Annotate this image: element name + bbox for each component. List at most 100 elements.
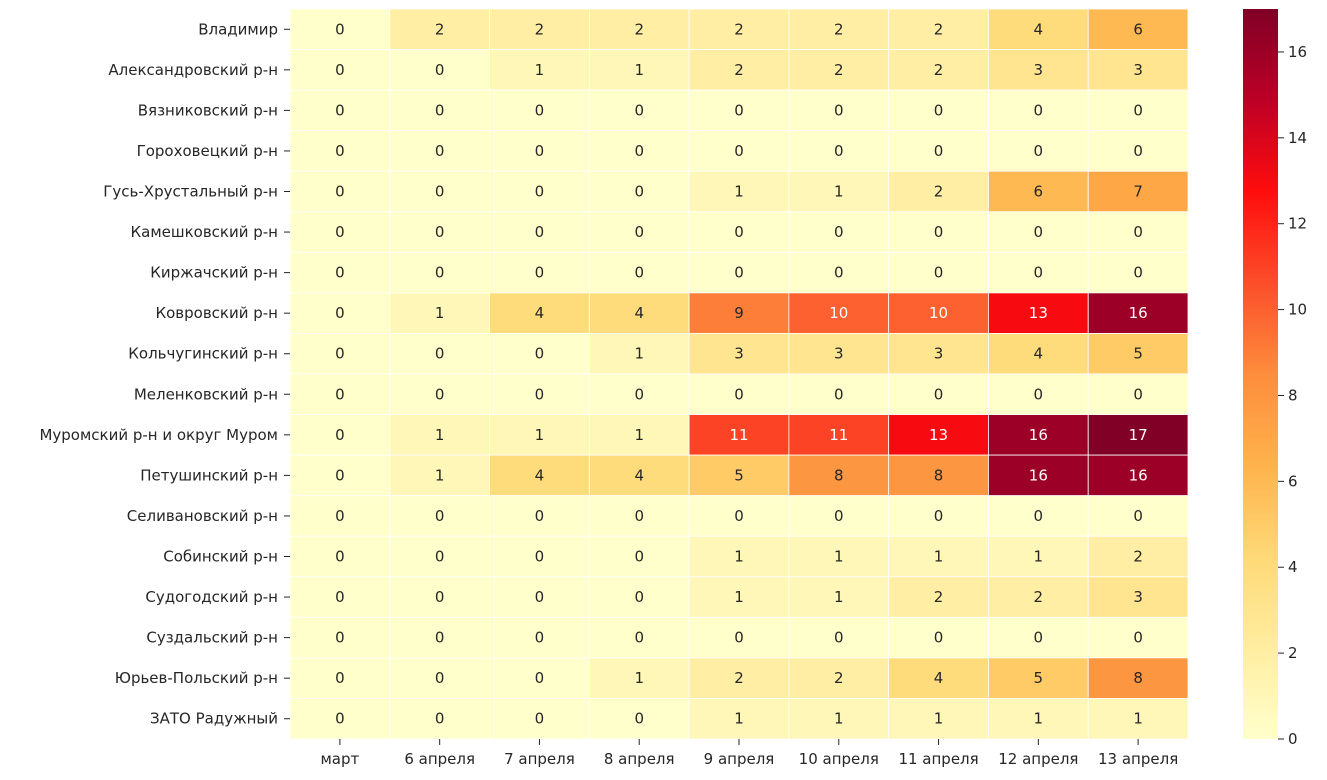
cell-value-label: 0 bbox=[1034, 223, 1044, 241]
colorbar-tick-label: 4 bbox=[1288, 558, 1298, 576]
heatmap-cell bbox=[389, 373, 490, 415]
row-label: Петушинский р-н bbox=[140, 466, 278, 484]
cell-value-label: 2 bbox=[934, 20, 944, 38]
heatmap-cell bbox=[588, 698, 690, 740]
column-label: 11 апреля bbox=[898, 750, 978, 768]
cell-value-label: 0 bbox=[1133, 507, 1143, 525]
cell-value-label: 8 bbox=[934, 466, 944, 484]
row-label: Муромский р-н и округ Муром bbox=[39, 426, 278, 444]
heatmap-cell bbox=[289, 49, 391, 91]
cell-value-label: 0 bbox=[435, 223, 445, 241]
heatmap-cell bbox=[389, 8, 490, 50]
heatmap-cell bbox=[389, 251, 490, 294]
cell-value-label: 4 bbox=[1034, 345, 1044, 363]
row-label: Суздальский р-н bbox=[146, 629, 278, 647]
heatmap-cell bbox=[1087, 454, 1189, 497]
cell-value-label: 0 bbox=[834, 385, 844, 403]
heatmap-cell bbox=[1087, 414, 1189, 456]
heatmap-cell bbox=[588, 576, 690, 618]
cell-value-label: 0 bbox=[435, 101, 445, 119]
heatmap-cell bbox=[788, 576, 890, 618]
heatmap-cell bbox=[389, 657, 490, 699]
cell-value-label: 5 bbox=[1133, 345, 1143, 363]
cell-value-label: 0 bbox=[535, 142, 545, 160]
column-label: март bbox=[320, 750, 359, 768]
row-label: Александровский р-н bbox=[108, 61, 278, 79]
cell-value-label: 0 bbox=[634, 710, 644, 728]
column-label: 6 апреля bbox=[404, 750, 475, 768]
heatmap-cell bbox=[588, 535, 690, 578]
colorbar-tick-label: 2 bbox=[1288, 644, 1298, 662]
heatmap-cell bbox=[289, 8, 391, 50]
heatmap-cell bbox=[289, 454, 391, 497]
cell-value-label: 17 bbox=[1129, 426, 1148, 444]
cell-value-label: 0 bbox=[435, 710, 445, 728]
cell-value-label: 0 bbox=[335, 142, 345, 160]
heatmap-cell bbox=[788, 292, 890, 334]
row-label: Кольчугинский р-н bbox=[128, 345, 278, 363]
cell-value-label: 0 bbox=[435, 142, 445, 160]
cell-value-label: 10 bbox=[929, 304, 948, 322]
heatmap-cell bbox=[588, 170, 690, 213]
heatmap-cell bbox=[588, 211, 690, 253]
heatmap-cell bbox=[788, 535, 890, 578]
heatmap-cell bbox=[588, 495, 690, 537]
heatmap-cell bbox=[389, 414, 490, 456]
cell-value-label: 0 bbox=[1133, 142, 1143, 160]
cell-value-label: 0 bbox=[535, 548, 545, 566]
cell-value-label: 2 bbox=[934, 588, 944, 606]
cell-value-label: 0 bbox=[1133, 385, 1143, 403]
column-label: 13 апреля bbox=[1098, 750, 1178, 768]
cell-value-label: 2 bbox=[834, 20, 844, 38]
row-label: Гороховецкий р-н bbox=[137, 142, 278, 160]
heatmap-cell bbox=[1087, 170, 1189, 213]
heatmap-cell bbox=[1087, 576, 1189, 618]
cell-value-label: 0 bbox=[834, 629, 844, 647]
heatmap-cell bbox=[389, 211, 490, 253]
heatmap-cell bbox=[1087, 211, 1189, 253]
cell-value-label: 4 bbox=[1034, 20, 1044, 38]
column-labels: март 6 апреля 7 апреля 8 апреля 9 апреля 10 а… bbox=[320, 739, 1178, 768]
cell-value-label: 16 bbox=[1029, 466, 1048, 484]
cell-value-label: 1 bbox=[734, 588, 744, 606]
cell-value-label: 8 bbox=[834, 466, 844, 484]
heatmap-cell bbox=[688, 576, 790, 618]
cell-value-label: 0 bbox=[834, 142, 844, 160]
cell-value-label: 0 bbox=[634, 264, 644, 282]
cell-value-label: 0 bbox=[934, 264, 944, 282]
heatmap-cell bbox=[489, 333, 590, 375]
heatmap-cell bbox=[588, 8, 690, 50]
heatmap-cell bbox=[289, 170, 391, 213]
heatmap-cell bbox=[389, 535, 490, 578]
heatmap-cell bbox=[688, 49, 790, 91]
cell-value-label: 0 bbox=[934, 629, 944, 647]
heatmap-cell bbox=[688, 495, 790, 537]
cell-value-label: 0 bbox=[435, 264, 445, 282]
heatmap-cell bbox=[389, 89, 490, 132]
cell-value-label: 1 bbox=[1034, 548, 1044, 566]
heatmap-cell bbox=[688, 89, 790, 132]
cell-value-label: 2 bbox=[734, 20, 744, 38]
heatmap-cell bbox=[289, 373, 391, 415]
colorbar-tick-label: 14 bbox=[1288, 129, 1307, 147]
cell-value-label: 0 bbox=[1034, 629, 1044, 647]
cell-value-label: 0 bbox=[435, 507, 445, 525]
cell-value-label: 0 bbox=[335, 61, 345, 79]
row-label: Судогодский р-н bbox=[145, 588, 278, 606]
heatmap-cell bbox=[688, 292, 790, 334]
heatmap-cell bbox=[688, 211, 790, 253]
cell-value-label: 0 bbox=[1133, 629, 1143, 647]
cell-value-label: 0 bbox=[1034, 101, 1044, 119]
heatmap-cell bbox=[788, 8, 890, 50]
heatmap-cell bbox=[389, 333, 490, 375]
cell-value-label: 0 bbox=[734, 264, 744, 282]
cell-value-label: 0 bbox=[934, 142, 944, 160]
cell-value-label: 0 bbox=[335, 507, 345, 525]
cell-value-label: 1 bbox=[435, 304, 445, 322]
cell-value-label: 0 bbox=[834, 101, 844, 119]
colorbar-tick-label: 8 bbox=[1288, 386, 1298, 404]
row-label: Гусь-Хрустальный р-н bbox=[103, 183, 278, 201]
cell-value-label: 0 bbox=[335, 426, 345, 444]
cell-value-label: 6 bbox=[1133, 20, 1143, 38]
cell-value-label: 0 bbox=[535, 507, 545, 525]
